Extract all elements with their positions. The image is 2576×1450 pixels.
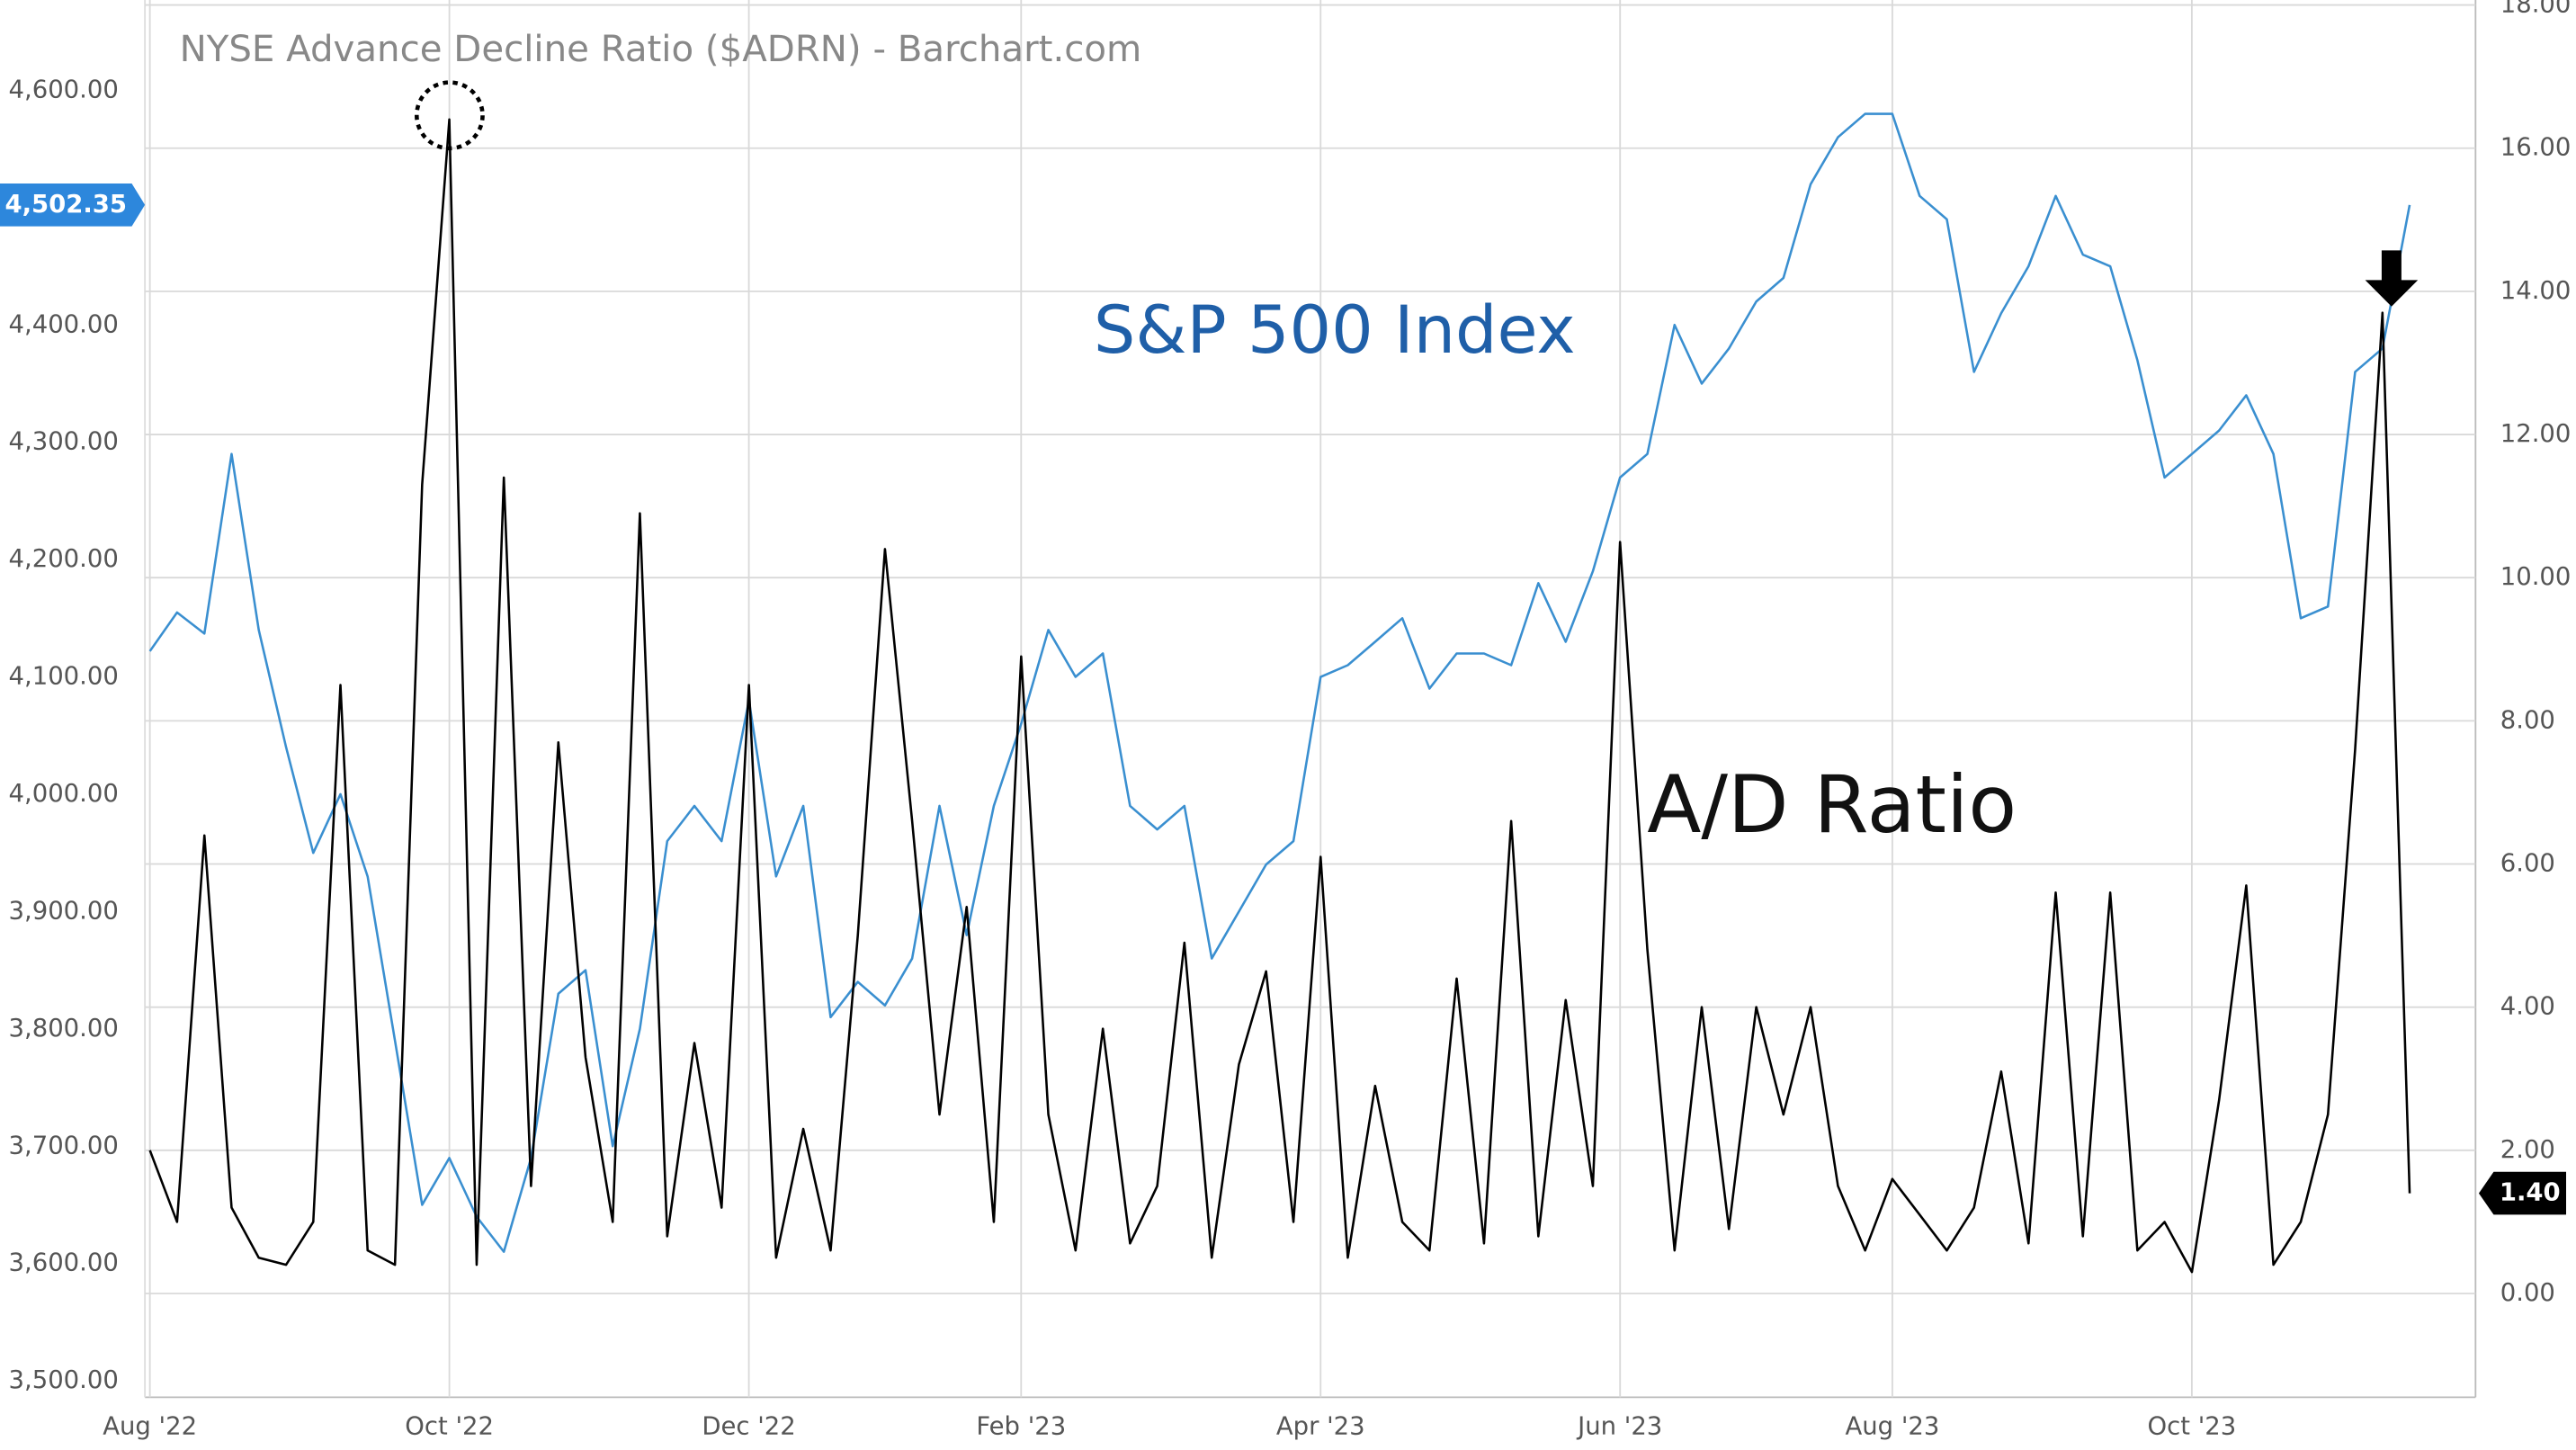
y-tick-label: 3,700.00 (9, 1132, 119, 1159)
y-tick-label: 4,300.00 (9, 428, 119, 456)
chart-title: NYSE Advance Decline Ratio ($ADRN) - Bar… (180, 28, 1142, 70)
series-label: A/D Ratio (1647, 758, 2017, 851)
y-tick-label: 3,900.00 (9, 897, 119, 925)
y-tick-label: 3,600.00 (9, 1249, 119, 1277)
x-tick-label: Oct '22 (405, 1412, 494, 1440)
series-line (148, 112, 2411, 1253)
series-label: S&P 500 Index (1094, 292, 1576, 369)
x-tick-label: Jun '23 (1576, 1412, 1662, 1440)
plot (148, 112, 2411, 1274)
last-value-tag (2478, 1171, 2567, 1215)
highlight-circle (415, 80, 485, 151)
y2-tick-label: 16.00 (2500, 134, 2572, 162)
series-line (148, 118, 2411, 1274)
y-tick-label: 3,500.00 (9, 1366, 119, 1394)
x-tick-label: Oct '23 (2148, 1412, 2237, 1440)
y2-tick-label: 2.00 (2500, 1136, 2555, 1164)
y2-tick-label: 10.00 (2500, 563, 2572, 591)
last-value-label: 4,502.35 (4, 191, 127, 219)
y-tick-label: 4,600.00 (9, 76, 119, 103)
highlight-arrow (2365, 250, 2419, 307)
y-tick-label: 3,800.00 (9, 1015, 119, 1043)
x-tick-label: Aug '22 (103, 1412, 197, 1440)
x-tick-label: Feb '23 (976, 1412, 1066, 1440)
y2-tick-label: 12.00 (2500, 420, 2572, 448)
last-value-label: 1.40 (2500, 1179, 2561, 1207)
y2-tick-label: 8.00 (2500, 706, 2555, 734)
y-tick-label: 4,000.00 (9, 780, 119, 808)
y-tick-label: 4,200.00 (9, 545, 119, 573)
grid (145, 0, 2476, 1398)
y2-tick-label: 14.00 (2500, 277, 2572, 305)
last-value-tag (0, 183, 146, 227)
y2-tick-label: 6.00 (2500, 850, 2555, 878)
x-tick-label: Aug '23 (1845, 1412, 1939, 1440)
x-tick-label: Dec '22 (702, 1412, 795, 1440)
y2-tick-label: 0.00 (2500, 1279, 2555, 1307)
y-tick-label: 4,100.00 (9, 663, 119, 691)
x-tick-label: Apr '23 (1276, 1412, 1365, 1440)
y2-tick-label: 4.00 (2500, 993, 2555, 1021)
y-tick-label: 4,400.00 (9, 310, 119, 338)
y2-tick-label: 18.00 (2500, 0, 2572, 19)
